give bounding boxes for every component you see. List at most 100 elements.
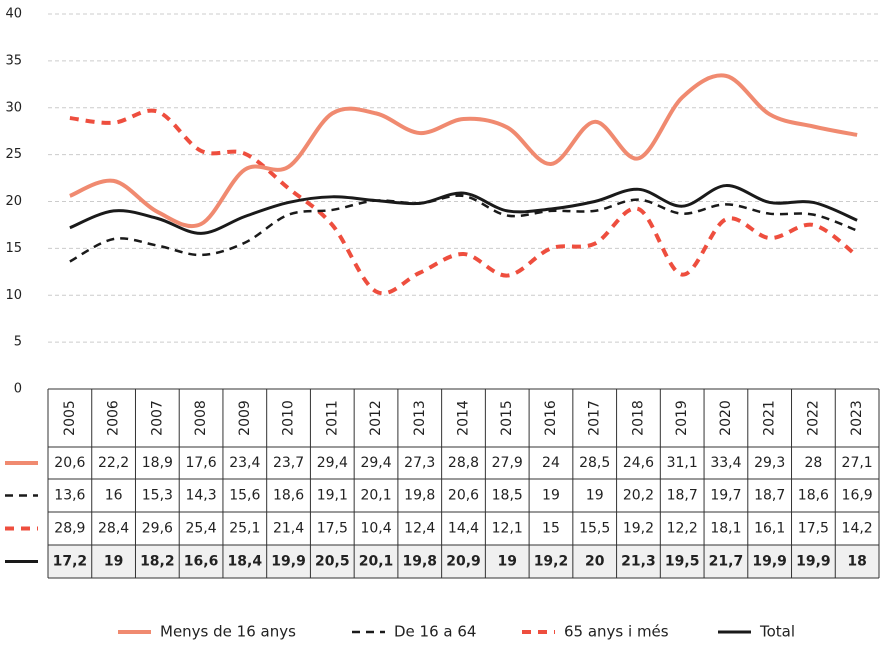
table-value: 15,3 [142, 488, 173, 504]
table-value: 19,2 [534, 554, 569, 570]
table-value: 18,7 [754, 488, 785, 504]
x-tick-label: 2023 [849, 400, 865, 436]
table-value: 19,9 [796, 554, 831, 570]
y-tick-label: 10 [5, 288, 22, 303]
table-value: 15 [542, 521, 560, 537]
table-value: 20,5 [315, 554, 350, 570]
table-value: 19 [104, 554, 123, 570]
table-value: 25,1 [229, 521, 260, 537]
x-tick-label: 2019 [674, 400, 690, 436]
table-value: 18,6 [273, 488, 304, 504]
table-value: 20 [585, 554, 605, 570]
x-tick-label: 2017 [587, 400, 603, 436]
table-value: 25,4 [185, 521, 216, 537]
table-value: 15,5 [579, 521, 610, 537]
y-tick-label: 35 [5, 53, 22, 68]
y-tick-label: 25 [5, 147, 22, 162]
table-value: 17,2 [53, 554, 88, 570]
table-value: 33,4 [710, 455, 741, 471]
table-value: 19,9 [752, 554, 787, 570]
x-tick-label: 2018 [630, 400, 646, 436]
table-value: 19,8 [404, 488, 435, 504]
table-value: 19,9 [271, 554, 306, 570]
legend-label: Total [759, 623, 795, 641]
table-value: 19 [586, 488, 604, 504]
table-value: 13,6 [54, 488, 85, 504]
series-line [69, 184, 858, 235]
table-value: 18 [847, 554, 866, 570]
table-value: 16,1 [754, 521, 785, 537]
y-tick-label: 0 [14, 382, 22, 397]
table-value: 18,4 [228, 554, 263, 570]
total-row-bg [48, 545, 879, 578]
x-tick-label: 2006 [106, 400, 122, 436]
table-value: 17,5 [798, 521, 829, 537]
table-value: 20,1 [360, 488, 391, 504]
x-tick-label: 2009 [237, 400, 253, 436]
y-tick-label: 5 [14, 335, 22, 350]
table-value: 12,1 [492, 521, 523, 537]
table-value: 14,3 [185, 488, 216, 504]
series-line [69, 73, 858, 229]
table-value: 31,1 [667, 455, 698, 471]
table-value: 20,2 [623, 488, 654, 504]
x-tick-label: 2013 [412, 400, 428, 436]
table-value: 19,1 [317, 488, 348, 504]
x-tick-label: 2005 [62, 400, 78, 436]
table-value: 29,3 [754, 455, 785, 471]
table-value: 28,5 [579, 455, 610, 471]
table-value: 28,4 [98, 521, 129, 537]
x-tick-label: 2020 [718, 400, 734, 436]
table-value: 18,5 [492, 488, 523, 504]
series-line [69, 194, 858, 263]
table-value: 29,4 [360, 455, 391, 471]
table-value: 19,7 [710, 488, 741, 504]
legend-label: De 16 a 64 [394, 623, 476, 641]
table-value: 19,2 [623, 521, 654, 537]
x-tick-label: 2022 [805, 400, 821, 436]
table-value: 16 [105, 488, 123, 504]
x-tick-label: 2014 [456, 400, 472, 436]
x-tick-label: 2011 [324, 400, 340, 436]
table-value: 28 [804, 455, 822, 471]
legend-label: Menys de 16 anys [160, 623, 296, 641]
table-value: 29,4 [317, 455, 348, 471]
table-value: 19,5 [665, 554, 700, 570]
table-value: 14,4 [448, 521, 479, 537]
legend-label: 65 anys i més [564, 623, 669, 641]
x-tick-label: 2012 [368, 400, 384, 436]
table-value: 28,8 [448, 455, 479, 471]
table-value: 28,9 [54, 521, 85, 537]
table-value: 29,6 [142, 521, 173, 537]
table-value: 19 [497, 554, 516, 570]
table-value: 21,7 [709, 554, 744, 570]
table-value: 14,2 [842, 521, 873, 537]
table-value: 21,4 [273, 521, 304, 537]
x-tick-label: 2016 [543, 400, 559, 436]
table-value: 17,6 [185, 455, 216, 471]
x-tick-label: 2008 [193, 400, 209, 436]
table-value: 17,5 [317, 521, 348, 537]
table-value: 20,6 [448, 488, 479, 504]
table-value: 22,2 [98, 455, 129, 471]
table-value: 27,9 [492, 455, 523, 471]
table-value: 24 [542, 455, 560, 471]
table-value: 18,2 [140, 554, 175, 570]
table-value: 18,1 [710, 521, 741, 537]
table-value: 24,6 [623, 455, 654, 471]
y-tick-label: 40 [5, 7, 22, 22]
table-value: 23,4 [229, 455, 260, 471]
table-value: 18,7 [667, 488, 698, 504]
table-value: 12,4 [404, 521, 435, 537]
table-value: 20,9 [446, 554, 481, 570]
y-tick-label: 30 [5, 100, 22, 115]
series-line [69, 108, 859, 296]
x-tick-label: 2021 [762, 400, 778, 436]
table-value: 16,9 [842, 488, 873, 504]
table-value: 18,6 [798, 488, 829, 504]
table-value: 12,2 [667, 521, 698, 537]
table-value: 23,7 [273, 455, 304, 471]
table-value: 19 [542, 488, 560, 504]
table-value: 15,6 [229, 488, 260, 504]
